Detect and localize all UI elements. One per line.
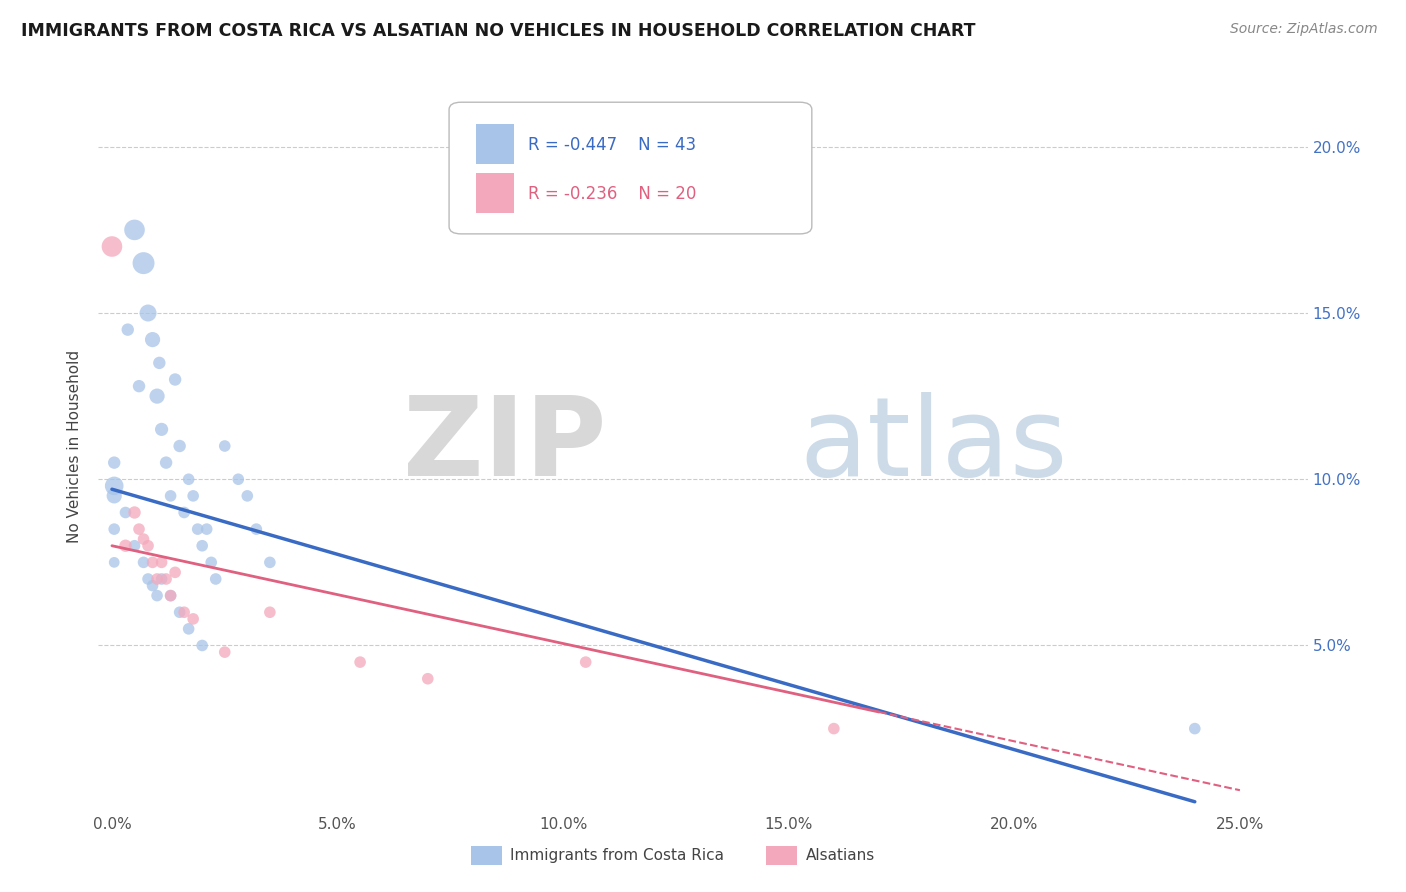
Point <box>177 472 200 486</box>
Point <box>575 655 598 669</box>
Point <box>117 323 139 337</box>
Point <box>165 566 187 580</box>
Point <box>101 239 124 253</box>
Point <box>136 539 159 553</box>
Point <box>132 256 155 270</box>
Point <box>226 472 249 486</box>
Point <box>169 439 191 453</box>
Y-axis label: No Vehicles in Household: No Vehicles in Household <box>67 350 83 542</box>
Point <box>1184 722 1206 736</box>
Point <box>150 572 173 586</box>
Point <box>128 522 150 536</box>
Point <box>124 539 146 553</box>
Point <box>136 572 159 586</box>
Point <box>169 605 191 619</box>
Text: R = -0.447    N = 43: R = -0.447 N = 43 <box>527 136 696 153</box>
Text: R = -0.236    N = 20: R = -0.236 N = 20 <box>527 185 696 202</box>
Text: IMMIGRANTS FROM COSTA RICA VS ALSATIAN NO VEHICLES IN HOUSEHOLD CORRELATION CHAR: IMMIGRANTS FROM COSTA RICA VS ALSATIAN N… <box>21 22 976 40</box>
Point <box>177 622 200 636</box>
Point <box>146 589 169 603</box>
Point <box>195 522 218 536</box>
Text: Immigrants from Costa Rica: Immigrants from Costa Rica <box>510 848 724 863</box>
Point <box>136 306 159 320</box>
Point <box>214 439 236 453</box>
Point <box>114 506 136 520</box>
Point <box>259 555 281 569</box>
Bar <box>475 173 515 213</box>
Point <box>146 572 169 586</box>
Point <box>200 555 222 569</box>
Bar <box>475 124 515 164</box>
Point <box>165 372 187 386</box>
Point <box>142 555 165 569</box>
Point <box>142 579 165 593</box>
Point <box>191 639 214 653</box>
Point <box>155 456 177 470</box>
Point <box>245 522 267 536</box>
Point <box>128 379 150 393</box>
Point <box>103 555 125 569</box>
Text: Alsatians: Alsatians <box>806 848 875 863</box>
Point <box>132 532 155 546</box>
Point <box>124 506 146 520</box>
Point <box>181 612 204 626</box>
Point <box>103 489 125 503</box>
Point <box>173 605 195 619</box>
Point <box>150 422 173 436</box>
Point <box>187 522 209 536</box>
Point <box>103 522 125 536</box>
Point <box>349 655 371 669</box>
Point <box>159 589 181 603</box>
Point <box>181 489 204 503</box>
Point <box>124 223 146 237</box>
Point <box>103 456 125 470</box>
Point <box>150 555 173 569</box>
Text: ZIP: ZIP <box>404 392 606 500</box>
Point <box>148 356 170 370</box>
Point <box>823 722 845 736</box>
Point <box>173 506 195 520</box>
Point <box>146 389 169 403</box>
Point <box>236 489 259 503</box>
Point <box>259 605 281 619</box>
Point <box>159 589 181 603</box>
Point <box>191 539 214 553</box>
Point <box>132 555 155 569</box>
Point <box>214 645 236 659</box>
Point <box>103 479 125 493</box>
Point <box>114 539 136 553</box>
FancyBboxPatch shape <box>449 103 811 234</box>
Point <box>142 333 165 347</box>
Point <box>159 489 181 503</box>
Text: Source: ZipAtlas.com: Source: ZipAtlas.com <box>1230 22 1378 37</box>
Point <box>204 572 226 586</box>
Text: atlas: atlas <box>800 392 1069 500</box>
Point <box>155 572 177 586</box>
Point <box>416 672 439 686</box>
